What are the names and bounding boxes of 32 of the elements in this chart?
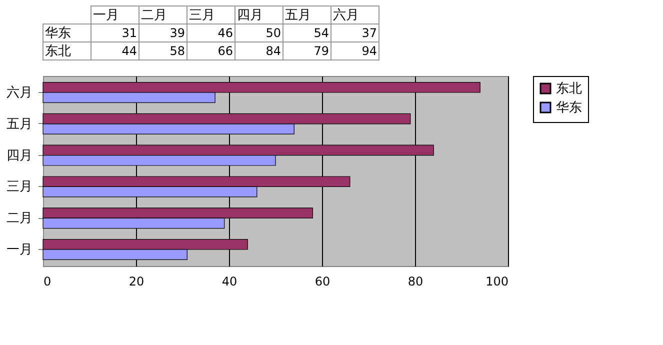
y-tick-label: 一月 — [6, 242, 32, 258]
data-label: 46 — [218, 26, 233, 40]
data-label: 31 — [122, 26, 137, 40]
data-label: 54 — [314, 26, 329, 40]
data-label: 44 — [122, 44, 137, 58]
x-tick-label: 四月 — [237, 8, 263, 23]
x-tick-label: 60 — [314, 274, 330, 288]
data-label: 79 — [314, 44, 329, 58]
x-tick-label: 100 — [486, 274, 508, 288]
data-label: 37 — [362, 26, 377, 40]
legend-label: 华东 — [556, 100, 582, 116]
y-tick-label: 三月 — [6, 180, 32, 195]
data-label: 94 — [362, 44, 377, 58]
legend-label: 东北 — [556, 82, 582, 96]
y-tick-label: 四月 — [6, 148, 32, 164]
x-tick-label: 二月 — [141, 8, 167, 23]
x-tick-label: 80 — [408, 274, 424, 288]
x-tick-label: 五月 — [285, 8, 311, 23]
x-tick-label: 0 — [44, 274, 52, 288]
data-label: 50 — [266, 26, 281, 40]
data-label: 39 — [170, 26, 185, 40]
x-tick-label: 三月 — [189, 8, 215, 23]
data-label: 66 — [218, 44, 233, 58]
y-tick-label: 六月 — [6, 85, 32, 100]
data-label: 84 — [266, 44, 281, 58]
y-tick-label: 二月 — [6, 211, 32, 226]
y-tick-label: 五月 — [6, 116, 32, 132]
x-tick-label: 20 — [128, 274, 144, 288]
x-tick-label: 40 — [222, 274, 238, 288]
x-tick-label: 六月 — [333, 8, 359, 23]
x-tick-label: 一月 — [93, 8, 119, 23]
data-label: 58 — [170, 44, 185, 58]
